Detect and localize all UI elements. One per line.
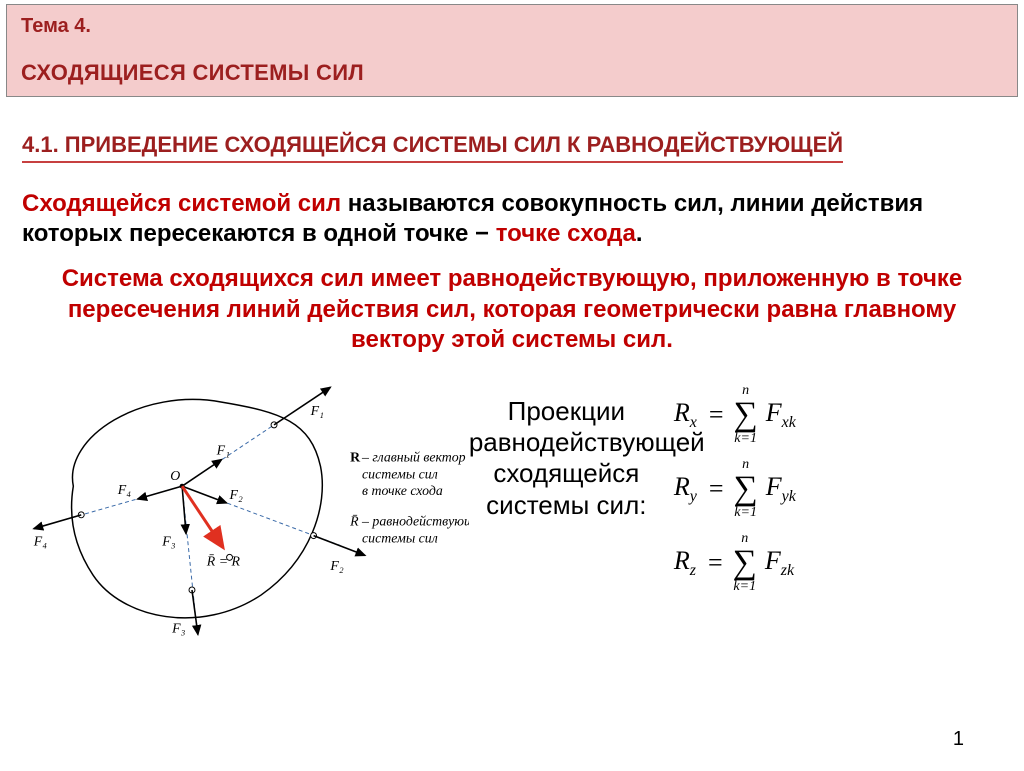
label-F4-inner: F₄: [117, 482, 131, 497]
term-red-2: точке схода: [496, 220, 636, 247]
formulas-block: Rx = n ∑ k=1 Fxk Ry = n ∑ k=1 Fyk Rz = n: [664, 366, 1010, 636]
label-F1-outer: F₁: [310, 403, 324, 418]
bottom-row: O F₁ F₂ F₃ F₄ F₁ F₂ F₃: [0, 366, 1024, 636]
formula-row-y: Ry = n ∑ k=1 Fyk: [674, 458, 1010, 520]
formula-row-z: Rz = n ∑ k=1 Fzk: [674, 532, 1010, 594]
subheading-wrap: 4.1. ПРИВЕДЕНИЕ СХОДЯЩЕЙСЯ СИСТЕМЫ СИЛ К…: [0, 97, 1024, 163]
def-black-2: .: [636, 220, 643, 247]
sigma-icon: n ∑ k=1: [734, 458, 758, 520]
legend-Rvec: R̄: [349, 514, 359, 529]
sigma-icon: n ∑ k=1: [733, 532, 757, 594]
force-diagram: O F₁ F₂ F₃ F₄ F₁ F₂ F₃: [14, 366, 469, 636]
label-F3-outer: F₃: [171, 621, 185, 636]
label-F3-inner: F₃: [161, 534, 175, 549]
legend-Rbold-desc2: системы сил: [362, 466, 438, 481]
header-title: СХОДЯЩИЕСЯ СИСТЕМЫ СИЛ: [21, 60, 1003, 86]
page-number: 1: [953, 728, 964, 751]
label-F2-inner: F₂: [229, 487, 243, 502]
sigma-icon: n ∑ k=1: [734, 384, 758, 446]
header-box: Тема 4. СХОДЯЩИЕСЯ СИСТЕМЫ СИЛ: [6, 4, 1018, 97]
label-F2-outer: F₂: [329, 558, 343, 573]
statement-paragraph: Система сходящихся сил имеет равнодейств…: [28, 264, 996, 356]
formula-row-x: Rx = n ∑ k=1 Fxk: [674, 384, 1010, 446]
legend-Rbold-desc3: в точке схода: [362, 483, 443, 498]
definition-paragraph: Сходящейся системой сил называются совок…: [22, 189, 1002, 250]
projections-label: Проекции равнодействующей сходящейся сис…: [469, 366, 664, 636]
legend-Rvec-desc: – равнодействующая: [361, 514, 469, 529]
header-topic: Тема 4.: [21, 15, 1003, 38]
term-red-1: Сходящейся системой сил: [22, 190, 341, 217]
label-F4-outer: F₄: [33, 534, 47, 549]
label-O: O: [170, 468, 180, 483]
label-R-equals: R̄ = R: [206, 553, 241, 568]
label-F1-inner: F₁: [216, 443, 230, 458]
legend-Rbold-desc: – главный вектор: [361, 450, 466, 465]
legend-Rvec-desc2: системы сил: [362, 531, 438, 546]
section-heading: 4.1. ПРИВЕДЕНИЕ СХОДЯЩЕЙСЯ СИСТЕМЫ СИЛ К…: [22, 131, 843, 163]
legend-Rbold: R: [350, 450, 361, 465]
